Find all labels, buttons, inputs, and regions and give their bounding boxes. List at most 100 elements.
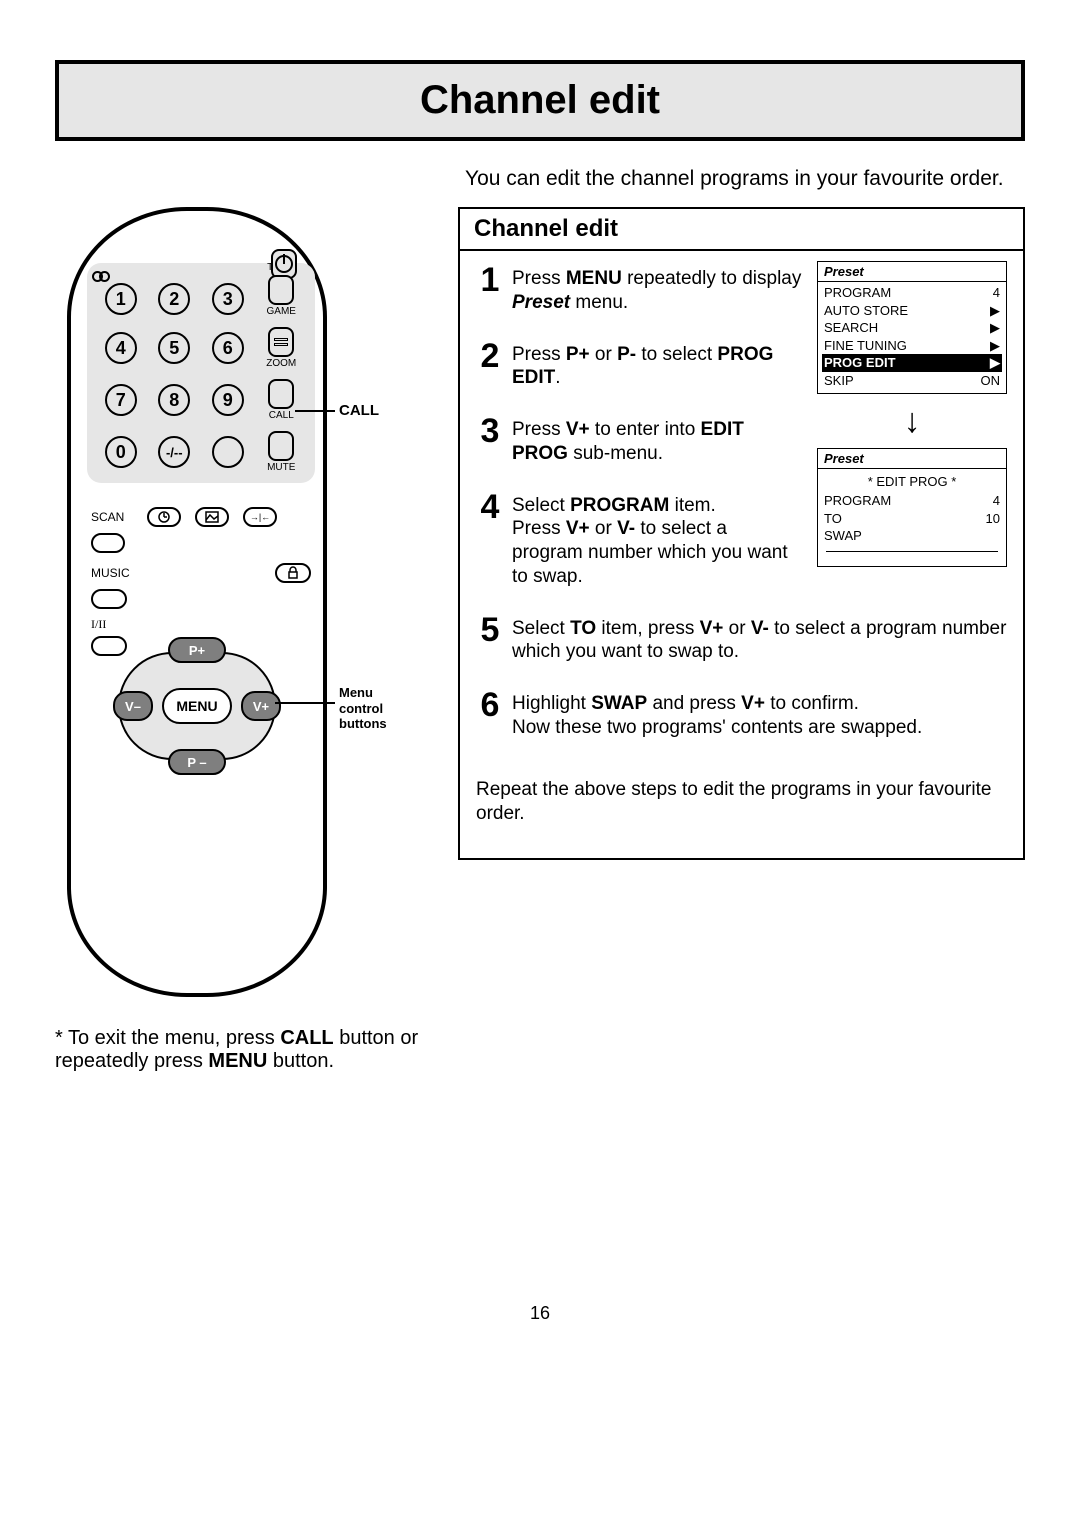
osd-value: ON [981, 372, 1001, 390]
tvav-button[interactable] [268, 275, 294, 305]
row-scan: SCAN →|← [91, 507, 311, 527]
picture-button[interactable] [195, 507, 229, 527]
osd-value: 4 [993, 492, 1000, 510]
step-number: 5 [476, 613, 504, 665]
intro-text: You can edit the channel programs in you… [55, 167, 1025, 191]
exit-note: * To exit the menu, press CALL button or… [55, 1027, 430, 1073]
game-zoom-cell: ZOOM [266, 327, 296, 369]
remote-wrap: 1 2 3 TV/AV GAME 4 5 6 [55, 207, 430, 997]
right-column: Channel edit Preset PROGRAM4AUTO STORE▶S… [458, 207, 1025, 860]
lead-line-menu [275, 702, 335, 704]
num-6[interactable]: 6 [212, 332, 244, 364]
num-9[interactable]: 9 [212, 384, 244, 416]
num-1[interactable]: 1 [105, 283, 137, 315]
call-label: CALL [269, 411, 294, 421]
skip-button[interactable]: →|← [243, 507, 277, 527]
zoom-label: ZOOM [266, 359, 296, 369]
left-column: 1 2 3 TV/AV GAME 4 5 6 [55, 207, 430, 1093]
osd-row: AUTO STORE▶ [824, 302, 1000, 320]
repeat-note: Repeat the above steps to edit the progr… [476, 778, 1007, 827]
call-button[interactable] [268, 379, 294, 409]
call-cell: CALL [268, 379, 294, 421]
osd-row: SEARCH▶ [824, 319, 1000, 337]
step-body: Select TO item, press V+ or V- to select… [512, 613, 1007, 665]
lock-button[interactable] [275, 563, 311, 583]
lead-line-call [295, 410, 335, 412]
num-4[interactable]: 4 [105, 332, 137, 364]
osd-row: PROGRAM 4 [824, 492, 1000, 510]
timer-button[interactable] [147, 507, 181, 527]
num-5[interactable]: 5 [158, 332, 190, 364]
title-bar: Channel edit [55, 60, 1025, 141]
osd-label: TO [824, 510, 842, 528]
nav-ring: P+ P – V– V+ MENU [117, 641, 277, 771]
osd-label: PROGRAM [824, 284, 891, 302]
row-music: MUSIC [91, 563, 311, 583]
page-number: 16 [55, 1303, 1025, 1324]
remote-control: 1 2 3 TV/AV GAME 4 5 6 [67, 207, 327, 997]
osd2-rows: * EDIT PROG * PROGRAM 4 TO 10SWAP [818, 469, 1006, 566]
content-grid: 1 2 3 TV/AV GAME 4 5 6 [55, 207, 1025, 1093]
row-scan-btns [91, 533, 311, 553]
step-number: 2 [476, 339, 504, 391]
osd2-subtitle: * EDIT PROG * [824, 471, 1000, 492]
teletext-button[interactable] [212, 436, 244, 468]
step-number: 6 [476, 688, 504, 740]
mute-button[interactable] [268, 431, 294, 461]
step-6: 6Highlight SWAP and press V+ to confirm.… [476, 688, 1007, 740]
osd-row: SWAP [824, 527, 1000, 545]
osd1-title: Preset [818, 262, 1006, 282]
num-0[interactable]: 0 [105, 436, 137, 468]
osd-row: PROG EDIT▶ [822, 354, 1002, 372]
osd-value: ▶ [990, 302, 1000, 320]
p-plus-button[interactable]: P+ [168, 637, 226, 663]
digit-toggle[interactable]: -/-- [158, 436, 190, 468]
osd-row: SKIPON [824, 372, 1000, 390]
osd-label: FINE TUNING [824, 337, 907, 355]
step-number: 3 [476, 414, 504, 466]
v-plus-button[interactable]: V+ [241, 691, 281, 721]
page-title: Channel edit [59, 78, 1021, 123]
osd2-title: Preset [818, 449, 1006, 469]
callout-menu-line1: Menu [339, 685, 430, 701]
page: Channel edit You can edit the channel pr… [0, 0, 1080, 1364]
osd-value: 4 [993, 284, 1000, 302]
tvav-cell: TV/AV GAME [267, 281, 296, 317]
exit-call: CALL [280, 1027, 333, 1049]
osd-row: TO 10 [824, 510, 1000, 528]
step-number: 1 [476, 263, 504, 315]
v-minus-button[interactable]: V– [113, 691, 153, 721]
music-button[interactable] [91, 589, 127, 609]
osd-label: PROGRAM [824, 492, 891, 510]
num-7[interactable]: 7 [105, 384, 137, 416]
callout-call: CALL [339, 402, 379, 419]
osd1-rows: PROGRAM 4AUTO STORE▶SEARCH▶FINE TUNING ▶ PR… [818, 282, 1006, 393]
steps-header: Channel edit [460, 209, 1023, 251]
game-button[interactable] [268, 327, 294, 357]
music-label: MUSIC [91, 566, 133, 580]
p-minus-button[interactable]: P – [168, 749, 226, 775]
down-arrow-icon: ↓ [904, 404, 921, 438]
osd-stack: Preset PROGRAM4AUTO STORE▶SEARCH▶FINE TU… [817, 261, 1007, 567]
osd2-underline [826, 551, 998, 552]
keypad-zone: 1 2 3 TV/AV GAME 4 5 6 [87, 263, 315, 483]
osd-label: SEARCH [824, 319, 878, 337]
game-label: GAME [267, 307, 296, 317]
mute-label: MUTE [267, 463, 295, 473]
num-8[interactable]: 8 [158, 384, 190, 416]
menu-button[interactable]: MENU [162, 688, 232, 724]
callout-menu-line2: control buttons [339, 701, 430, 732]
exit-menu: MENU [208, 1050, 267, 1072]
steps-box: Channel edit Preset PROGRAM4AUTO STORE▶S… [458, 207, 1025, 860]
num-2[interactable]: 2 [158, 283, 190, 315]
callout-menu: Menu control buttons [339, 685, 430, 732]
scan-button[interactable] [91, 533, 125, 553]
osd-value: 10 [986, 510, 1000, 528]
iii-label: I/II [91, 617, 133, 632]
exit-suffix: button. [267, 1050, 334, 1072]
step-body: Select PROGRAM item.Press V+ or V- to se… [512, 490, 802, 589]
osd-preset-2: Preset * EDIT PROG * PROGRAM 4 TO 10SWAP [817, 448, 1007, 567]
num-3[interactable]: 3 [212, 283, 244, 315]
osd-preset-1: Preset PROGRAM4AUTO STORE▶SEARCH▶FINE TU… [817, 261, 1007, 394]
steps-body: Preset PROGRAM4AUTO STORE▶SEARCH▶FINE TU… [460, 251, 1023, 858]
